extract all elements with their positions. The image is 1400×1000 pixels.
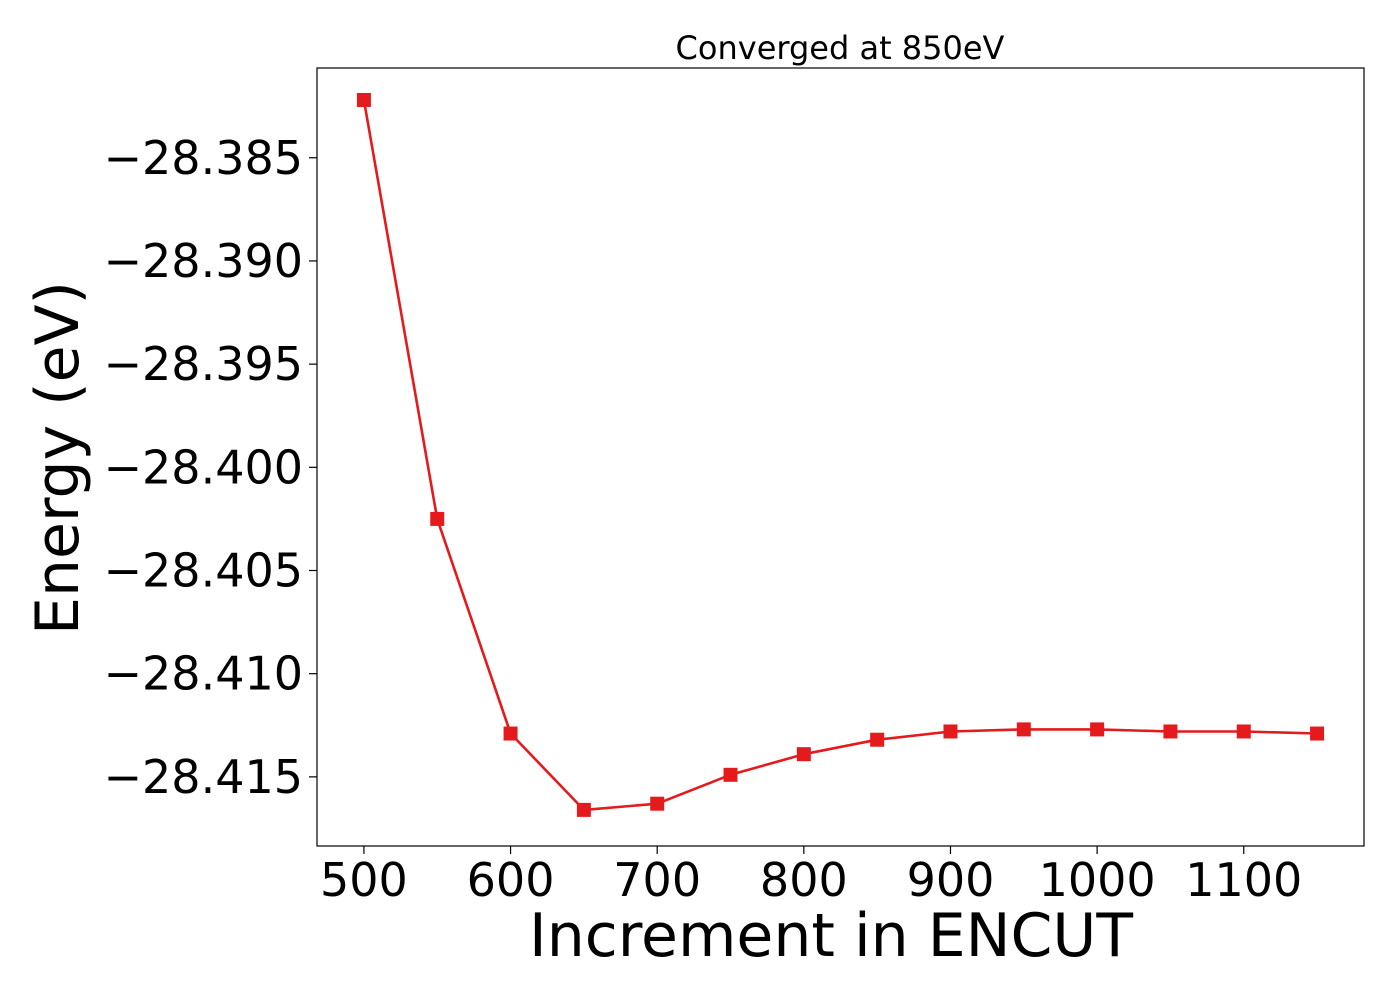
data-point bbox=[1310, 726, 1325, 741]
plot-area: 500 600 700 800 900 1000 1100 −28.385 −28.390 −28… bbox=[104, 67, 1365, 907]
y-tick-label: −28.415 bbox=[104, 750, 304, 804]
chart-title: Converged at 850eV bbox=[676, 29, 1005, 67]
y-tick-label: −28.410 bbox=[104, 647, 304, 701]
data-point bbox=[503, 726, 518, 741]
data-point bbox=[870, 732, 885, 747]
x-tick-label: 500 bbox=[320, 853, 408, 907]
data-point bbox=[1163, 724, 1178, 739]
data-point bbox=[576, 802, 591, 817]
x-tick-label: 700 bbox=[613, 853, 701, 907]
data-point bbox=[650, 796, 665, 811]
data-point bbox=[1016, 722, 1031, 737]
data-point bbox=[1090, 722, 1105, 737]
data-point bbox=[796, 747, 811, 762]
y-axis-label: Energy (eV) bbox=[23, 281, 93, 635]
y-tick-label: −28.390 bbox=[104, 234, 304, 288]
data-point bbox=[1236, 724, 1251, 739]
data-point bbox=[943, 724, 958, 739]
y-tick-label: −28.395 bbox=[104, 337, 304, 391]
y-tick-label: −28.405 bbox=[104, 544, 304, 598]
plot-frame bbox=[316, 67, 1365, 847]
data-point bbox=[356, 92, 371, 107]
data-point bbox=[430, 511, 445, 526]
data-point bbox=[723, 767, 738, 782]
x-tick-label: 800 bbox=[760, 853, 848, 907]
x-axis-label: Increment in ENCUT bbox=[529, 901, 1133, 971]
x-tick-label: 900 bbox=[907, 853, 995, 907]
x-tick-label: 600 bbox=[467, 853, 555, 907]
series-line bbox=[362, 99, 1318, 812]
x-tick-label: 1100 bbox=[1185, 853, 1302, 907]
x-tick-label: 1000 bbox=[1039, 853, 1156, 907]
y-tick-label: −28.400 bbox=[104, 440, 304, 494]
y-tick-label: −28.385 bbox=[104, 131, 304, 185]
